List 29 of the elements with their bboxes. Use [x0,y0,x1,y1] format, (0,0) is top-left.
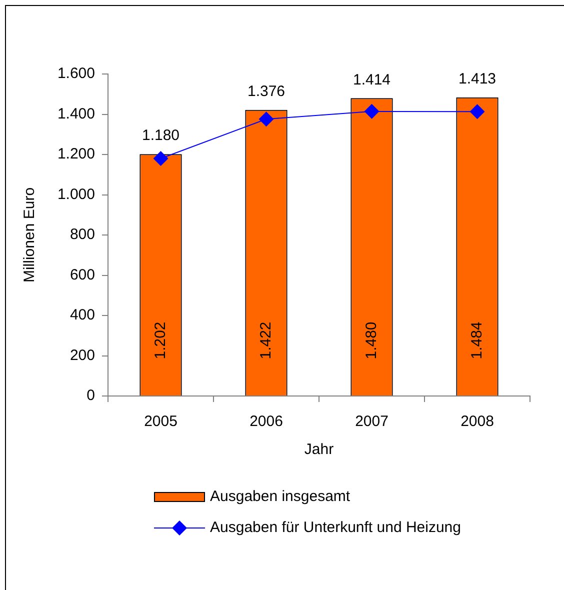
data-label: 1.414 [352,71,391,88]
y-tick-label: 800 [70,226,95,244]
data-label: 1.376 [247,82,286,100]
data-label: 1.484 [468,322,486,360]
y-tick-label: 600 [70,266,95,284]
legend-label: Ausgaben insgesamt [210,488,351,506]
data-label: 1.413 [458,70,496,88]
y-axis-title: Millionen Euro [21,187,38,283]
y-tick-label: 400 [70,306,95,324]
point [364,104,380,119]
point [470,104,485,120]
y-tick-label: 1.200 [57,146,95,163]
y-tick-label: 1.400 [57,105,95,122]
x-tick-label: 2007 [355,413,388,430]
y-tick-label: 0 [86,387,95,404]
data-label: 1.480 [362,322,380,360]
x-axis-title: Jahr [304,441,334,458]
y-tick-label: 1.000 [57,186,95,203]
y-tick-label: 1.600 [57,65,95,82]
point [258,112,274,127]
data-label: 1.422 [257,322,274,360]
legend-label: Ausgaben für Unterkunft und Heizung [210,519,461,536]
data-label: 1.180 [142,127,180,144]
data-label: 1.202 [152,322,169,360]
x-tick-label: 2006 [250,413,283,430]
y-tick-label: 200 [70,346,95,364]
point [153,151,168,166]
x-tick-label: 2005 [144,413,178,430]
x-tick-label: 2008 [460,413,494,430]
